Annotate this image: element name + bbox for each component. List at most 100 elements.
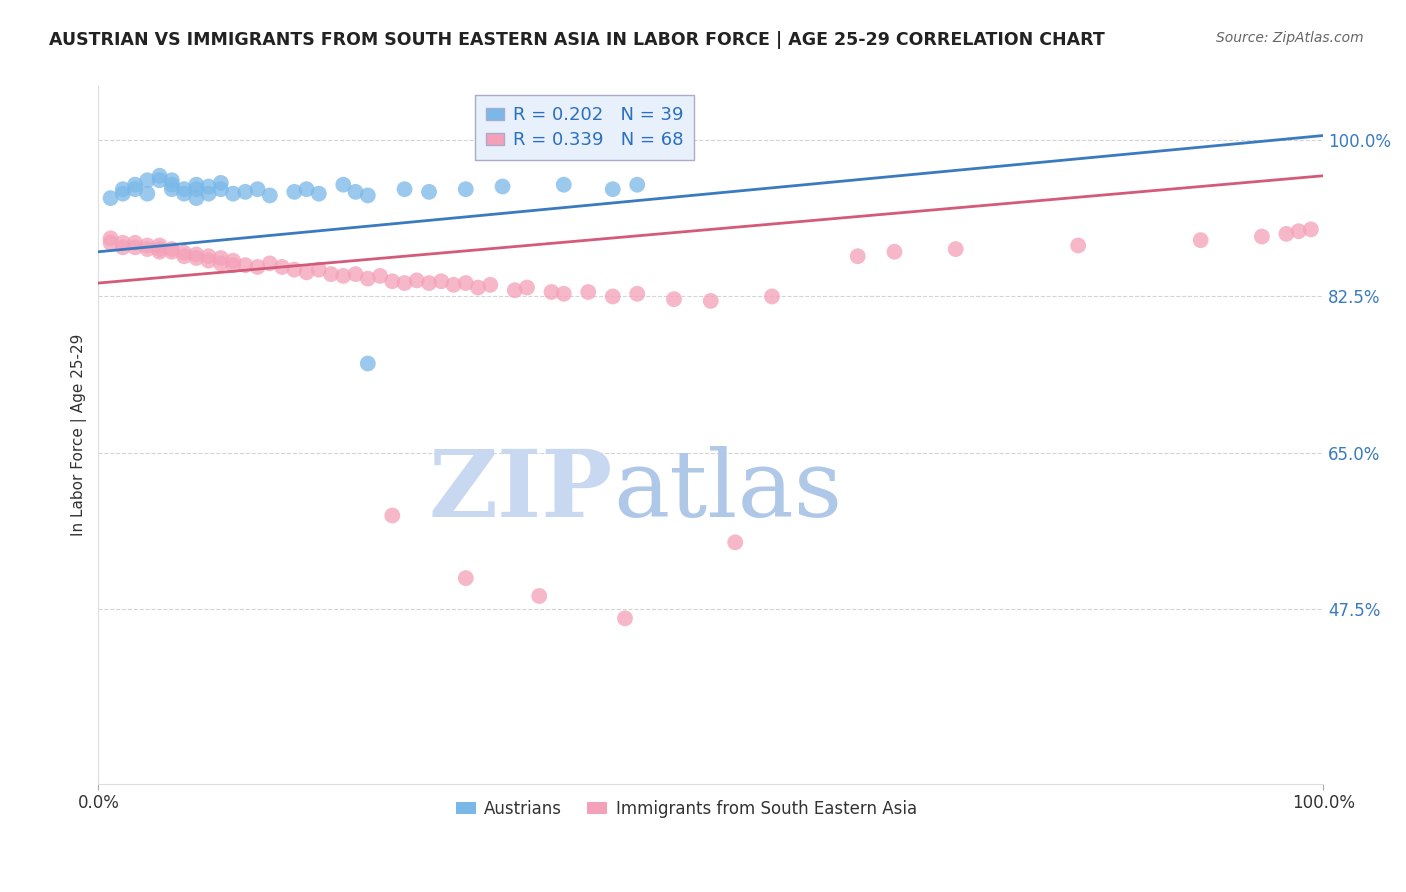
- Point: [945, 242, 967, 256]
- Point: [197, 253, 219, 268]
- Point: [308, 186, 330, 201]
- Point: [357, 357, 380, 371]
- Point: [662, 292, 685, 306]
- Point: [454, 276, 477, 290]
- Point: [209, 251, 232, 265]
- Point: [233, 258, 256, 272]
- Point: [418, 276, 440, 290]
- Point: [1067, 238, 1090, 252]
- Point: [197, 179, 219, 194]
- Point: [368, 268, 391, 283]
- Point: [222, 258, 245, 272]
- Y-axis label: In Labor Force | Age 25-29: In Labor Force | Age 25-29: [72, 334, 87, 536]
- Point: [553, 178, 575, 192]
- Point: [246, 182, 269, 196]
- Point: [846, 249, 869, 263]
- Point: [209, 176, 232, 190]
- Point: [160, 182, 183, 196]
- Point: [136, 186, 159, 201]
- Point: [136, 242, 159, 256]
- Legend: Austrians, Immigrants from South Eastern Asia: Austrians, Immigrants from South Eastern…: [449, 793, 924, 824]
- Point: [1299, 222, 1322, 236]
- Point: [381, 508, 404, 523]
- Point: [136, 173, 159, 187]
- Point: [186, 182, 208, 196]
- Point: [186, 247, 208, 261]
- Point: [100, 231, 122, 245]
- Point: [394, 276, 416, 290]
- Point: [222, 186, 245, 201]
- Point: [111, 240, 134, 254]
- Point: [626, 178, 648, 192]
- Point: [479, 277, 502, 292]
- Point: [259, 188, 281, 202]
- Point: [111, 186, 134, 201]
- Point: [136, 238, 159, 252]
- Point: [516, 280, 538, 294]
- Point: [149, 242, 172, 256]
- Point: [149, 173, 172, 187]
- Point: [883, 244, 905, 259]
- Point: [124, 178, 146, 192]
- Point: [271, 260, 294, 274]
- Point: [614, 611, 637, 625]
- Point: [160, 244, 183, 259]
- Point: [332, 268, 354, 283]
- Point: [319, 267, 342, 281]
- Point: [295, 265, 318, 279]
- Point: [124, 182, 146, 196]
- Point: [111, 235, 134, 250]
- Point: [160, 242, 183, 256]
- Point: [344, 267, 367, 281]
- Point: [259, 256, 281, 270]
- Point: [246, 260, 269, 274]
- Point: [197, 186, 219, 201]
- Point: [111, 182, 134, 196]
- Text: ZIP: ZIP: [429, 446, 613, 536]
- Point: [233, 185, 256, 199]
- Point: [1251, 229, 1274, 244]
- Point: [529, 589, 551, 603]
- Point: [173, 186, 195, 201]
- Point: [160, 178, 183, 192]
- Point: [576, 285, 599, 299]
- Point: [761, 289, 783, 303]
- Point: [173, 249, 195, 263]
- Point: [381, 274, 404, 288]
- Point: [491, 179, 513, 194]
- Point: [443, 277, 465, 292]
- Point: [454, 182, 477, 196]
- Point: [186, 251, 208, 265]
- Text: Source: ZipAtlas.com: Source: ZipAtlas.com: [1216, 31, 1364, 45]
- Point: [467, 280, 489, 294]
- Point: [724, 535, 747, 549]
- Point: [503, 283, 526, 297]
- Point: [344, 185, 367, 199]
- Point: [626, 286, 648, 301]
- Point: [197, 249, 219, 263]
- Point: [430, 274, 453, 288]
- Point: [186, 191, 208, 205]
- Point: [149, 244, 172, 259]
- Point: [124, 240, 146, 254]
- Point: [160, 173, 183, 187]
- Point: [357, 271, 380, 285]
- Point: [124, 235, 146, 250]
- Point: [700, 293, 723, 308]
- Point: [283, 185, 305, 199]
- Point: [222, 253, 245, 268]
- Point: [454, 571, 477, 585]
- Point: [602, 289, 624, 303]
- Point: [602, 182, 624, 196]
- Point: [173, 245, 195, 260]
- Point: [186, 178, 208, 192]
- Point: [308, 262, 330, 277]
- Point: [100, 191, 122, 205]
- Point: [1275, 227, 1298, 241]
- Point: [209, 182, 232, 196]
- Point: [540, 285, 562, 299]
- Point: [553, 286, 575, 301]
- Point: [418, 185, 440, 199]
- Point: [149, 238, 172, 252]
- Point: [405, 273, 427, 287]
